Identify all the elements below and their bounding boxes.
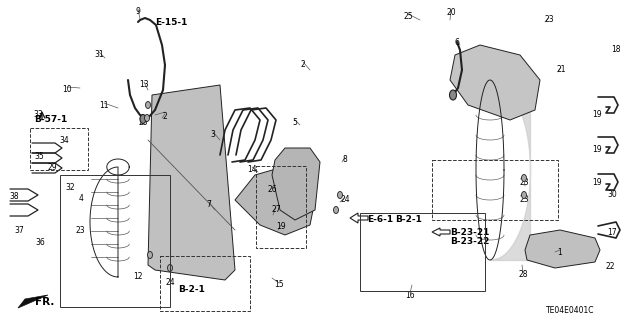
Text: 38: 38 <box>9 192 19 201</box>
Text: 8: 8 <box>342 155 348 164</box>
Text: 11: 11 <box>99 101 109 110</box>
Text: 1: 1 <box>557 248 563 257</box>
Text: 13: 13 <box>139 80 149 89</box>
Text: 19: 19 <box>592 178 602 187</box>
Text: 3: 3 <box>211 130 216 139</box>
Text: 16: 16 <box>405 291 415 300</box>
Text: 15: 15 <box>274 280 284 289</box>
Text: FR.: FR. <box>35 297 54 307</box>
Text: 19: 19 <box>276 222 286 231</box>
Text: 32: 32 <box>65 183 75 192</box>
Text: 7: 7 <box>207 200 211 209</box>
Text: 25: 25 <box>138 118 148 127</box>
Ellipse shape <box>337 191 342 198</box>
Polygon shape <box>525 230 600 268</box>
Text: B-57-1: B-57-1 <box>34 115 67 124</box>
Text: 23: 23 <box>75 226 85 235</box>
Text: 30: 30 <box>607 190 617 199</box>
Text: 21: 21 <box>556 65 566 74</box>
Ellipse shape <box>147 251 152 258</box>
Text: 26: 26 <box>267 185 277 194</box>
Text: 34: 34 <box>59 136 69 145</box>
Text: TE04E0401C: TE04E0401C <box>546 306 595 315</box>
Text: B-23-22: B-23-22 <box>450 237 490 246</box>
Text: 2: 2 <box>163 112 168 121</box>
Text: 24: 24 <box>340 195 350 204</box>
Bar <box>30 128 88 170</box>
Text: 18: 18 <box>611 45 621 54</box>
Bar <box>60 175 170 307</box>
Bar <box>160 256 250 311</box>
Ellipse shape <box>168 264 173 271</box>
Text: 14: 14 <box>247 165 257 174</box>
Text: 29: 29 <box>47 163 57 172</box>
Ellipse shape <box>140 115 146 123</box>
Ellipse shape <box>522 174 527 182</box>
Bar <box>256 166 306 248</box>
Polygon shape <box>18 295 48 308</box>
Text: 36: 36 <box>35 238 45 247</box>
Text: B-2-1: B-2-1 <box>178 285 205 294</box>
Text: 23: 23 <box>544 15 554 24</box>
Ellipse shape <box>449 90 456 100</box>
Text: B-2-1: B-2-1 <box>395 215 422 224</box>
Text: 19: 19 <box>592 145 602 154</box>
Text: 25: 25 <box>403 12 413 21</box>
Text: 4: 4 <box>79 194 83 203</box>
Ellipse shape <box>145 115 150 122</box>
Text: 17: 17 <box>607 228 617 237</box>
Bar <box>360 213 485 291</box>
Polygon shape <box>432 228 450 236</box>
Polygon shape <box>148 85 235 280</box>
Polygon shape <box>450 45 540 120</box>
Text: 12: 12 <box>133 272 143 281</box>
Text: 5: 5 <box>292 118 298 127</box>
Text: 22: 22 <box>605 262 615 271</box>
Text: 20: 20 <box>446 8 456 17</box>
Text: 33: 33 <box>33 110 43 119</box>
Polygon shape <box>350 213 368 223</box>
Text: 27: 27 <box>271 205 281 214</box>
Text: E-6-1: E-6-1 <box>367 215 393 224</box>
Text: 24: 24 <box>165 278 175 287</box>
Text: 19: 19 <box>592 110 602 119</box>
Text: B-23-21: B-23-21 <box>450 228 490 237</box>
Text: 2: 2 <box>301 60 305 69</box>
Text: E-15-1: E-15-1 <box>155 18 188 27</box>
Text: 35: 35 <box>34 152 44 161</box>
Text: 9: 9 <box>136 7 140 16</box>
Text: 10: 10 <box>62 85 72 94</box>
Text: 31: 31 <box>94 50 104 59</box>
Text: 23: 23 <box>519 195 529 204</box>
Text: 28: 28 <box>518 270 528 279</box>
Ellipse shape <box>145 101 150 108</box>
Ellipse shape <box>333 206 339 213</box>
Text: 23: 23 <box>519 178 529 187</box>
Bar <box>432 160 558 220</box>
Text: 6: 6 <box>454 38 460 47</box>
Polygon shape <box>235 165 315 235</box>
Text: 37: 37 <box>14 226 24 235</box>
Polygon shape <box>272 148 320 220</box>
Ellipse shape <box>522 191 527 198</box>
